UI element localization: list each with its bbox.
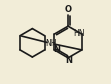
Text: HN: HN — [73, 29, 84, 38]
Text: N: N — [65, 56, 72, 65]
Text: N: N — [54, 45, 61, 54]
Text: NH: NH — [45, 39, 56, 48]
Text: O: O — [65, 5, 72, 14]
